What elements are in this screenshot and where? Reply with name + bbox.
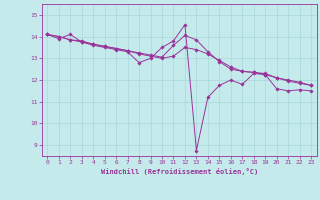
- X-axis label: Windchill (Refroidissement éolien,°C): Windchill (Refroidissement éolien,°C): [100, 168, 258, 175]
